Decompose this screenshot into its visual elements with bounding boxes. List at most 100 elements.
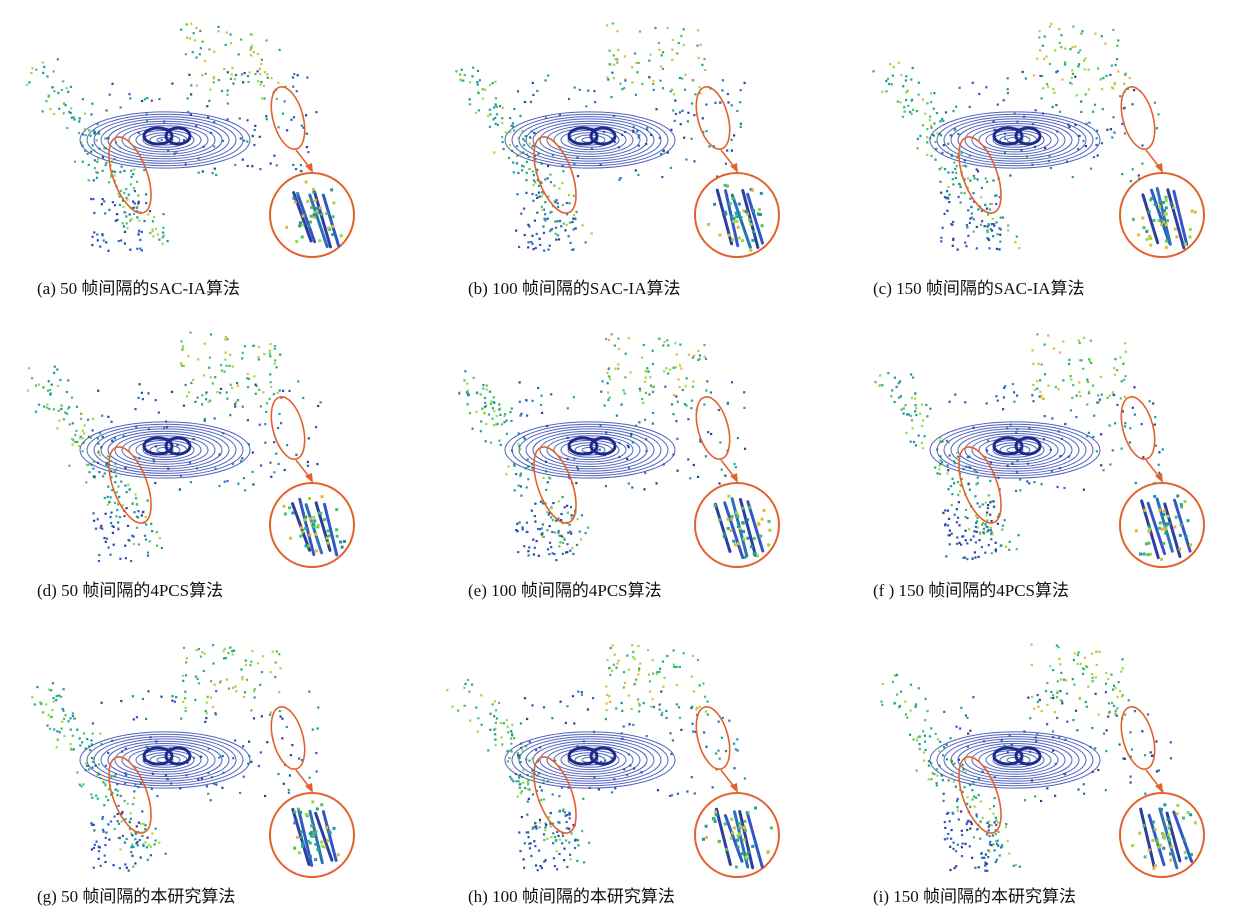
point [693,160,695,162]
point [635,679,637,681]
point [946,190,948,192]
point [989,841,991,843]
point [510,730,512,732]
magnified-point [707,223,710,226]
point [48,714,50,716]
point [101,234,103,236]
point [262,391,264,393]
point [547,177,549,179]
point [226,32,228,34]
point [1080,111,1082,113]
point [703,731,705,733]
point [1049,665,1051,667]
point [974,495,976,497]
point [501,423,503,425]
point [953,482,955,484]
point [943,800,945,802]
point [261,671,263,673]
point [976,828,978,830]
point [973,836,975,838]
magnified-point [293,847,296,850]
point [180,362,182,364]
point [134,862,136,864]
point [127,484,129,486]
point [108,839,110,841]
scan-ring [930,732,1100,788]
point [967,235,969,237]
point [683,44,685,46]
point [125,188,127,190]
point [985,177,987,179]
point [921,425,923,427]
point [107,752,109,754]
magnified-point [1168,838,1171,841]
point [707,701,709,703]
point [53,372,55,374]
point [205,710,207,712]
point [31,696,33,698]
point [610,647,612,649]
point [555,239,557,241]
point [80,412,82,414]
point [132,846,134,848]
point [987,507,989,509]
point [572,218,574,220]
point [468,691,470,693]
point [143,169,145,171]
point [893,66,895,68]
point [744,82,746,84]
magnified-point [737,525,740,528]
point [525,179,527,181]
point [685,158,687,160]
point-cloud-panel [26,23,354,257]
point [680,367,682,369]
point [1097,714,1099,716]
point [1064,48,1066,50]
point [493,151,495,153]
point [991,531,993,533]
point [221,90,223,92]
point [56,746,58,748]
point [971,823,973,825]
point [973,796,975,798]
point [524,697,526,699]
point [477,717,479,719]
point [1079,697,1081,699]
point [105,837,107,839]
point [241,678,243,680]
arrow-head [730,473,738,483]
point [130,170,132,172]
magnified-point [310,824,313,827]
magnified-point [1173,525,1176,528]
point [978,794,980,796]
point [978,866,980,868]
point [547,218,549,220]
point [203,374,205,376]
point [186,395,188,397]
magnified-point [751,189,754,192]
point [244,489,246,491]
point [204,60,206,62]
point [1084,68,1086,70]
magnified-point [1148,525,1151,528]
point [199,53,201,55]
point [574,86,576,88]
point [1079,49,1081,51]
point [558,795,560,797]
magnified-point [730,818,733,821]
point [606,24,608,26]
point [270,386,272,388]
point [693,114,695,116]
point [980,196,982,198]
point [524,101,526,103]
point [1018,247,1020,249]
point [956,806,958,808]
point [988,829,990,831]
point-cloud-panel [458,333,779,567]
point [237,399,239,401]
point [665,717,667,719]
magnified-point [1169,852,1172,855]
point [234,164,236,166]
point [1053,92,1055,94]
magnified-point [1163,837,1166,840]
